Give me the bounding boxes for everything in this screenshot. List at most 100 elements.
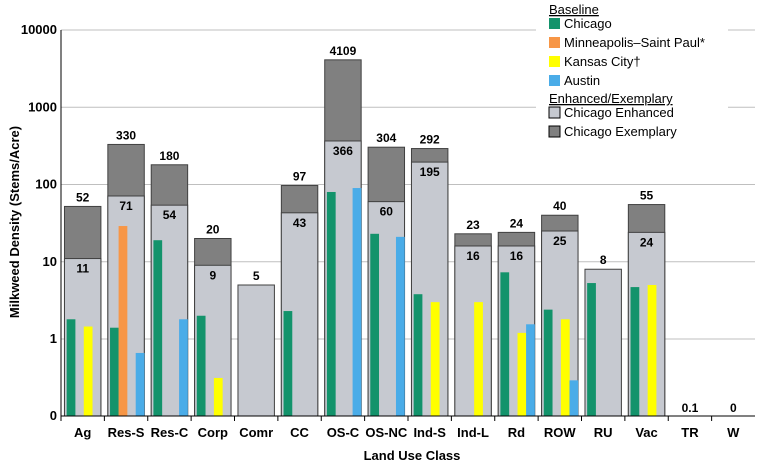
bar-chicago [153, 240, 163, 416]
data-label-enhanced: 16 [510, 249, 524, 263]
axes [60, 30, 755, 421]
bar-chicago [283, 311, 293, 416]
bar-marks [63, 59, 666, 417]
legend-entry: Chicago Exemplary [564, 124, 677, 139]
data-label-enhanced: 24 [640, 235, 654, 249]
legend-swatch [548, 125, 561, 138]
bar-chicago [110, 327, 119, 416]
data-label-exemplary: 40 [553, 199, 567, 213]
bar-austin [526, 324, 535, 416]
data-label-exemplary: 55 [640, 189, 654, 203]
legend-swatch [549, 56, 560, 67]
bar-chicago-enhanced [237, 284, 275, 417]
bar-chicago [326, 191, 336, 416]
data-label-exemplary: 330 [116, 128, 136, 142]
data-label-enhanced: 366 [333, 144, 353, 158]
bar-austin [395, 236, 405, 416]
data-label-exemplary: 23 [466, 218, 480, 232]
bar-austin [135, 352, 145, 416]
legend-entry: Kansas City† [564, 54, 641, 69]
bar-chicago [66, 319, 76, 416]
x-tick-label: RU [594, 425, 613, 440]
data-label-exemplary: 52 [76, 190, 90, 204]
bar-chicago [370, 233, 380, 416]
y-tick-label: 100 [35, 177, 57, 192]
data-label-enhanced: 0.1 [682, 401, 699, 415]
data-label-enhanced: 11 [76, 262, 89, 276]
x-tick-label: CC [290, 425, 309, 440]
legend-heading-enhanced: Enhanced/Exemplary [549, 91, 673, 106]
data-label-enhanced: 54 [163, 208, 177, 222]
bar-chicago-enhanced [454, 245, 492, 417]
data-label-enhanced: 9 [209, 268, 216, 282]
legend-entry: Chicago Enhanced [564, 105, 674, 120]
data-label-enhanced: 0 [730, 401, 737, 415]
bar-kansas-city [430, 302, 440, 416]
data-label-exemplary: 4109 [330, 44, 357, 58]
x-tick-labels: Ag Res-S Res-C Corp Comr CC OS-C OS-NC Ind-S Ind-… [74, 425, 740, 440]
bar-minneapolis-saint-paul [118, 226, 128, 416]
data-label-exemplary: 180 [159, 149, 179, 163]
x-tick-label: Corp [198, 425, 228, 440]
x-tick-label: OS-C [327, 425, 360, 440]
x-tick-label: Vac [635, 425, 657, 440]
data-label-exemplary: 304 [376, 131, 396, 145]
data-labels: 52 11 330 71 180 54 20 9 5 97 43 4109 366 304 60 292 195… [76, 44, 737, 415]
data-label-enhanced: 25 [553, 234, 567, 248]
y-tick-label: 1 [50, 331, 57, 346]
x-tick-label: W [727, 425, 740, 440]
data-label-exemplary: 292 [420, 133, 440, 147]
x-tick-label: TR [681, 425, 699, 440]
x-tick-label: Rd [508, 425, 525, 440]
x-axis-title: Land Use Class [364, 448, 461, 463]
y-tick-label: 1000 [28, 99, 57, 114]
bar-chicago [500, 272, 510, 416]
bar-austin [569, 380, 579, 416]
bar-chicago [630, 287, 640, 416]
legend-swatch [549, 37, 560, 48]
data-label-enhanced: 60 [380, 205, 394, 219]
bar-chicago [196, 315, 206, 416]
y-tick-label: 10 [43, 254, 57, 269]
y-tick-label: 0 [50, 408, 57, 423]
bar-kansas-city [213, 377, 223, 416]
data-label-enhanced: 16 [466, 249, 480, 263]
data-label-exemplary: 20 [206, 222, 220, 236]
bar-austin [179, 319, 188, 416]
y-axis-title: Milkweed Density (Stems/Acre) [7, 126, 22, 318]
x-tick-label: Res-S [108, 425, 145, 440]
legend-entry: Minneapolis–Saint Paul* [564, 35, 705, 50]
y-tick-label: 10000 [21, 22, 57, 37]
bar-chicago [413, 294, 423, 416]
data-label-enhanced: 195 [420, 165, 440, 179]
x-tick-label: ROW [544, 425, 577, 440]
data-label-exemplary: 24 [510, 216, 524, 230]
legend: Baseline Chicago Minneapolis–Saint Paul* K… [536, 2, 728, 142]
legend-entry: Austin [564, 73, 600, 88]
x-tick-label: Ind-L [457, 425, 489, 440]
bar-kansas-city [517, 332, 527, 416]
bar-kansas-city [83, 326, 93, 416]
data-label-enhanced: 43 [293, 216, 307, 230]
legend-background [536, 2, 728, 142]
legend-entry: Chicago [564, 16, 612, 31]
data-label-exemplary: 97 [293, 170, 307, 184]
bar-kansas-city [647, 285, 657, 416]
bar-kansas-city [474, 302, 483, 416]
bar-kansas-city [560, 319, 570, 416]
x-tick-label: OS-NC [365, 425, 408, 440]
x-tick-label: Ind-S [413, 425, 446, 440]
legend-swatch [548, 106, 561, 119]
bar-chicago [543, 309, 553, 416]
data-label-enhanced: 5 [253, 269, 260, 283]
x-tick-label: Ag [74, 425, 91, 440]
legend-swatch [549, 75, 560, 86]
bar-chicago [587, 283, 596, 416]
data-label-enhanced: 8 [600, 253, 607, 267]
x-tick-label: Res-C [151, 425, 189, 440]
bar-austin [352, 188, 362, 416]
x-tick-label: Comr [239, 425, 273, 440]
data-label-enhanced: 71 [119, 199, 133, 213]
